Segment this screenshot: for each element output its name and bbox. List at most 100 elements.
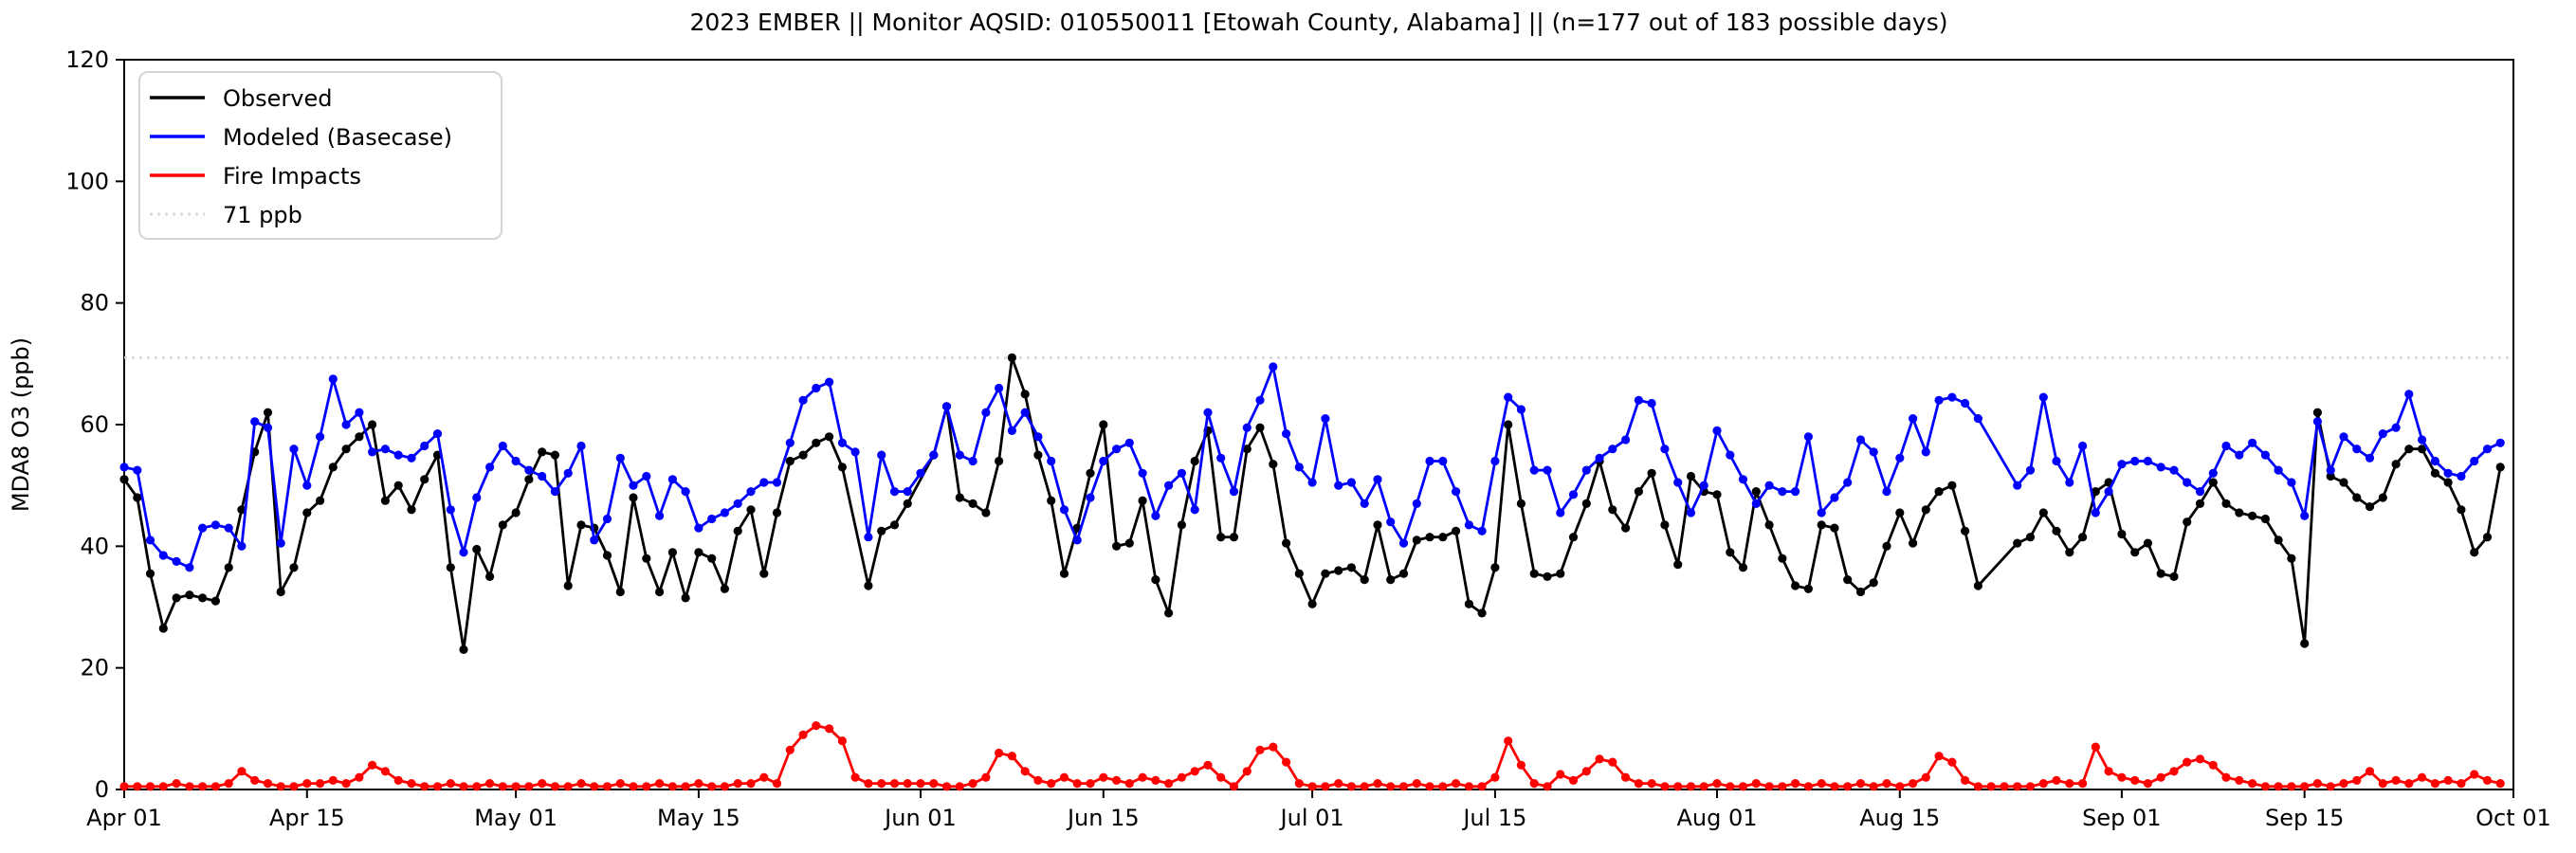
data-point xyxy=(2013,538,2022,548)
data-point xyxy=(1568,490,1579,499)
data-point xyxy=(172,556,181,567)
data-point xyxy=(929,450,939,460)
data-point xyxy=(484,463,495,472)
data-point xyxy=(642,782,651,791)
data-point xyxy=(2287,478,2296,487)
data-point xyxy=(785,456,795,466)
data-point xyxy=(903,487,912,497)
data-point xyxy=(2143,456,2152,466)
data-point xyxy=(1529,569,1539,578)
data-point xyxy=(1190,456,1199,466)
data-point xyxy=(393,481,403,490)
data-point xyxy=(2260,514,2270,524)
data-point xyxy=(903,779,912,789)
data-point xyxy=(145,535,155,545)
data-point xyxy=(1869,782,1878,791)
data-point xyxy=(2065,779,2074,789)
data-point xyxy=(1269,362,1278,372)
data-point xyxy=(1764,782,1774,791)
data-point xyxy=(2038,779,2048,789)
data-point xyxy=(302,481,312,490)
data-point xyxy=(642,554,651,563)
data-point xyxy=(1086,493,1095,502)
data-point xyxy=(472,493,482,502)
data-point xyxy=(1086,779,1095,789)
data-point xyxy=(1477,608,1487,618)
data-point xyxy=(1595,453,1604,463)
data-point xyxy=(667,475,678,484)
data-point xyxy=(1307,599,1317,608)
data-point xyxy=(1621,772,1631,782)
data-point xyxy=(1581,499,1591,509)
data-point xyxy=(746,779,756,789)
data-point xyxy=(459,548,468,557)
data-point xyxy=(825,724,834,734)
x-tick-label: Aug 01 xyxy=(1676,805,1757,831)
data-point xyxy=(2052,456,2061,466)
data-point xyxy=(2418,445,2427,454)
data-point xyxy=(2078,441,2088,451)
data-point xyxy=(2391,460,2401,469)
data-point xyxy=(1817,779,1826,789)
data-point xyxy=(733,779,742,789)
data-point xyxy=(368,760,377,770)
data-point xyxy=(1673,560,1683,570)
data-point xyxy=(368,447,377,457)
data-point xyxy=(1477,782,1487,791)
data-point xyxy=(2025,533,2036,542)
data-point xyxy=(289,782,299,791)
data-point xyxy=(2130,775,2140,786)
data-point xyxy=(328,463,338,472)
data-point xyxy=(1059,569,1069,578)
data-point xyxy=(798,395,808,405)
data-point xyxy=(1059,772,1069,782)
data-point xyxy=(1843,782,1853,791)
data-point xyxy=(276,782,285,791)
data-point xyxy=(1124,438,1134,447)
data-point xyxy=(1934,752,1944,761)
data-point xyxy=(302,779,312,789)
data-point xyxy=(1634,779,1643,789)
data-point xyxy=(2260,450,2270,460)
data-point xyxy=(1712,490,1722,499)
data-point xyxy=(1751,779,1761,789)
data-point xyxy=(837,736,848,746)
data-point xyxy=(995,748,1004,758)
data-point xyxy=(1216,453,1226,463)
data-point xyxy=(2065,548,2074,557)
data-point xyxy=(720,584,730,593)
data-point xyxy=(889,520,900,530)
data-point xyxy=(1334,481,1343,490)
data-point xyxy=(812,383,821,393)
data-point xyxy=(550,782,560,791)
data-point xyxy=(772,478,782,487)
data-point xyxy=(484,572,495,582)
data-point xyxy=(707,514,717,524)
data-point xyxy=(276,538,285,548)
data-point xyxy=(1321,414,1330,424)
data-point xyxy=(1229,533,1239,542)
data-point xyxy=(2208,468,2218,478)
data-point xyxy=(1164,481,1174,490)
data-point xyxy=(629,782,638,791)
data-point xyxy=(1909,779,1918,789)
data-point xyxy=(694,523,703,533)
data-point xyxy=(1360,575,1369,585)
data-point xyxy=(981,508,991,517)
data-point xyxy=(850,772,860,782)
data-point xyxy=(981,772,991,782)
data-point xyxy=(1425,456,1434,466)
data-point xyxy=(158,551,168,560)
data-point xyxy=(2117,529,2127,539)
legend-label-observed: Observed xyxy=(223,85,332,112)
data-point xyxy=(1112,541,1122,551)
data-point xyxy=(2482,445,2493,454)
data-point xyxy=(1504,736,1513,746)
data-point xyxy=(903,499,912,509)
data-point xyxy=(1282,538,1291,548)
data-point xyxy=(1059,505,1069,515)
data-point xyxy=(1634,395,1643,405)
data-point xyxy=(798,730,808,739)
data-point xyxy=(472,544,482,554)
data-point xyxy=(145,782,155,791)
